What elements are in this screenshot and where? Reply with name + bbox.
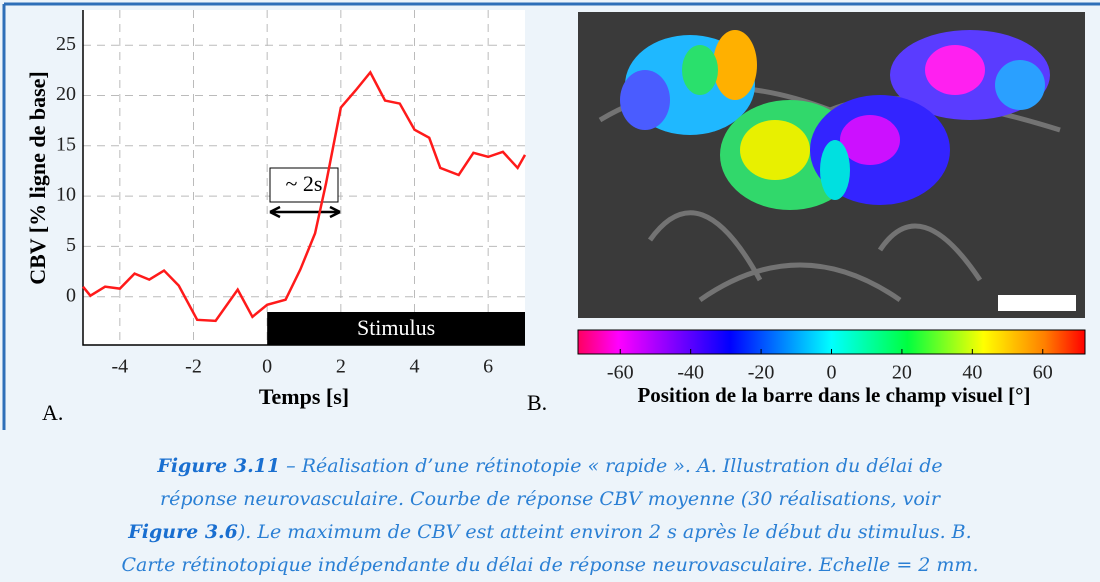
x-axis-label: Temps [s] bbox=[259, 384, 349, 409]
caption-line: Carte rétinotopique indépendante du déla… bbox=[121, 554, 978, 576]
colorbar-tick-label: -40 bbox=[677, 362, 704, 384]
colorbar-tick-label: 0 bbox=[827, 362, 837, 384]
caption-segment: Carte rétinotopique indépendante du déla… bbox=[121, 554, 978, 576]
caption-segment: réponse neurovasculaire. Courbe de répon… bbox=[160, 488, 942, 510]
y-axis-label: CBV [% ligne de base] bbox=[25, 71, 50, 285]
stimulus-label: Stimulus bbox=[357, 315, 435, 340]
colorbar-label: Position de la barre dans le champ visue… bbox=[637, 383, 1030, 407]
figure: A. Temps [s] CBV [% ligne de base] B. Po… bbox=[0, 0, 1100, 582]
scale-bar bbox=[998, 295, 1076, 311]
caption-segment: Figure 3.6 bbox=[127, 521, 238, 543]
colorbar-tick-label: 60 bbox=[1033, 362, 1053, 384]
y-tick-label: 10 bbox=[56, 184, 76, 206]
x-tick-label: 2 bbox=[336, 356, 346, 378]
caption-segment: – Réalisation d’une rétinotopie « rapide… bbox=[280, 455, 943, 477]
panel-label: B. bbox=[527, 390, 547, 415]
y-tick-label: 5 bbox=[66, 234, 76, 256]
x-tick-label: 0 bbox=[262, 356, 272, 378]
colorbar-tick-label: -20 bbox=[748, 362, 775, 384]
annotation: ~ 2s bbox=[286, 171, 323, 196]
y-tick-label: 0 bbox=[66, 284, 76, 306]
retinotopic-map bbox=[578, 12, 1085, 318]
x-tick-label: -4 bbox=[111, 356, 128, 378]
x-tick-label: 6 bbox=[483, 356, 493, 378]
x-tick-label: 4 bbox=[410, 356, 420, 378]
panel-label: A. bbox=[42, 400, 63, 425]
colorbar-tick-label: -60 bbox=[607, 362, 634, 384]
caption-line: Figure 3.11 – Réalisation d’une rétinoto… bbox=[156, 455, 942, 477]
y-tick-label: 20 bbox=[56, 83, 76, 105]
caption-line: réponse neurovasculaire. Courbe de répon… bbox=[160, 488, 942, 510]
caption-segment: ). Le maximum de CBV est atteint environ… bbox=[237, 521, 972, 543]
x-tick-label: -2 bbox=[185, 356, 202, 378]
caption-line: Figure 3.6). Le maximum de CBV est attei… bbox=[127, 521, 971, 543]
y-tick-label: 15 bbox=[56, 133, 76, 155]
colorbar-tick-label: 20 bbox=[892, 362, 912, 384]
colorbar-tick-label: 40 bbox=[962, 362, 982, 384]
y-tick-label: 25 bbox=[56, 33, 76, 55]
caption-segment: Figure 3.11 bbox=[156, 455, 280, 477]
